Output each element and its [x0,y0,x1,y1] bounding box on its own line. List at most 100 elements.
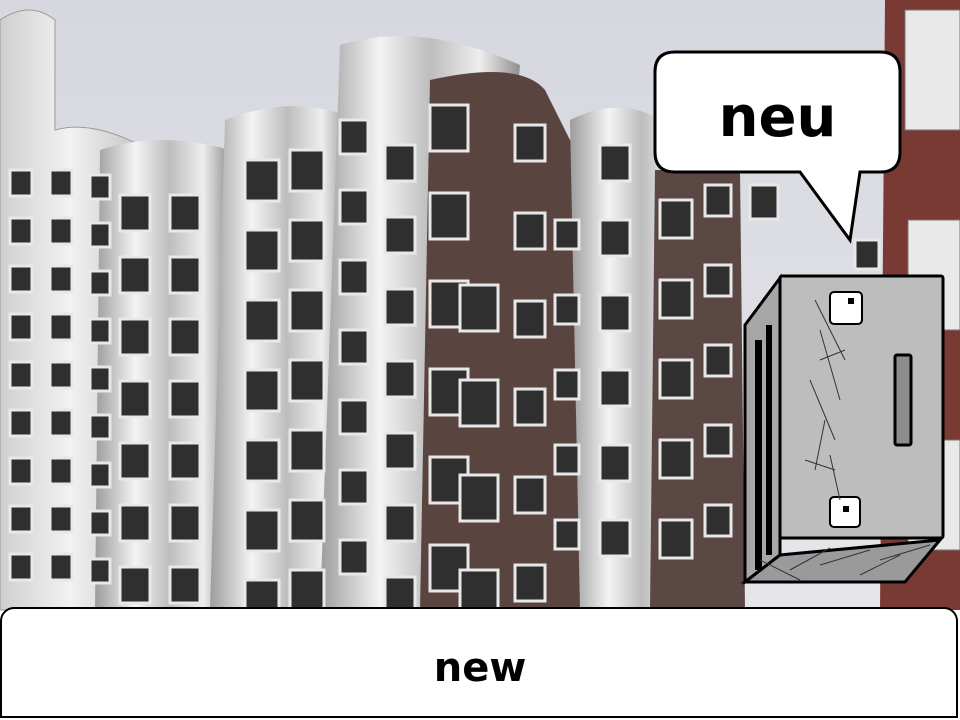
building-window [288,358,326,403]
building-window [288,288,326,333]
building-window [513,475,547,515]
building-window [658,358,694,400]
caption-text: new [433,645,527,691]
building-window [513,123,547,163]
building-window [553,218,581,251]
building-window [8,456,34,486]
building-window [88,365,112,393]
building-window [658,278,694,320]
building-window [8,264,34,294]
building-window [383,215,417,255]
building-window [598,218,632,258]
building-window [853,238,881,271]
building-window [383,287,417,327]
building-window [243,158,281,203]
building-window [48,504,74,534]
building-window [48,312,74,342]
building-window [168,317,202,357]
building-window [88,557,112,585]
building-window [458,473,500,523]
speech-bubble-text: neu [718,85,837,150]
building-window [8,312,34,342]
building-window [48,216,74,246]
building-window [88,461,112,489]
building-window [243,438,281,483]
building-window [338,398,370,436]
building-window [748,183,780,221]
building-window [243,298,281,343]
building-window [338,118,370,156]
building-window [383,503,417,543]
steel-tower-1 [95,140,230,610]
building-window [88,317,112,345]
building-window [338,188,370,226]
building-window [8,168,34,198]
building-window [118,503,152,543]
building-window [8,216,34,246]
building-window [703,503,733,538]
building-window [288,218,326,263]
robot-box-character [740,273,945,586]
building-window [118,255,152,295]
building-window [8,360,34,390]
building-window [513,387,547,427]
building-window [118,441,152,481]
building-window [553,518,581,551]
building-window [703,183,733,218]
building-window [48,408,74,438]
building-window [48,552,74,582]
building-window [338,328,370,366]
building-window [168,565,202,605]
building-window [703,423,733,458]
building-window [703,343,733,378]
building-window [513,211,547,251]
building-window [513,299,547,339]
building-window [88,221,112,249]
building-window [383,431,417,471]
building-window [513,563,547,603]
building-window [553,368,581,401]
speech-bubble [653,50,902,244]
building-window [88,509,112,537]
building-window [118,379,152,419]
building-window [703,263,733,298]
building-window [48,168,74,198]
building-window [8,552,34,582]
building-window [428,191,470,241]
building-window [598,368,632,408]
building-window [658,198,694,240]
building-window [88,413,112,441]
building-window [458,283,500,333]
building-window [118,317,152,357]
building-window [428,543,470,593]
building-window [458,378,500,428]
building-window [288,428,326,473]
building-window [168,255,202,295]
building-window [8,408,34,438]
building-window [118,565,152,605]
building-window [168,193,202,233]
building-window [288,498,326,543]
building-window [168,379,202,419]
building-window [288,148,326,193]
building-window [118,193,152,233]
building-window [338,258,370,296]
building-window [48,264,74,294]
building-window [48,360,74,390]
building-window [428,103,470,153]
building-window [553,293,581,326]
building-window [598,518,632,558]
building-window [338,538,370,576]
building-window [168,503,202,543]
building-window [338,468,370,506]
building-window [48,456,74,486]
building-window [8,504,34,534]
building-window [88,269,112,297]
building-window [243,508,281,553]
caption-panel [0,607,958,718]
building-window [598,443,632,483]
building-window [243,228,281,273]
building-window [553,443,581,476]
